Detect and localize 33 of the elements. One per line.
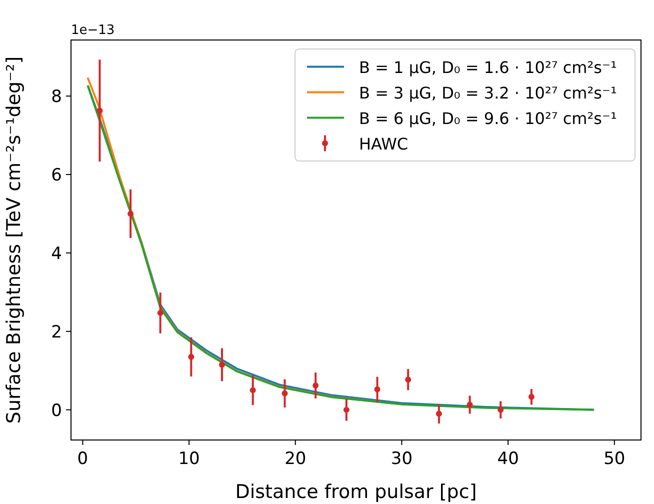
point bbox=[436, 410, 442, 417]
y-tick-label: 4 bbox=[51, 244, 62, 264]
y-tick-label: 2 bbox=[51, 322, 62, 342]
y-tick-label: 6 bbox=[51, 166, 62, 186]
point bbox=[96, 108, 103, 114]
legend-label: HAWC bbox=[359, 134, 408, 154]
point bbox=[128, 210, 134, 217]
y-tick-label: 0 bbox=[51, 400, 62, 421]
point bbox=[250, 387, 256, 394]
point bbox=[219, 362, 225, 368]
y-tick-label: 8 bbox=[51, 87, 62, 108]
legend-label: B = 1 μG, D₀ = 1.6 · 10²⁷ cm²s⁻¹ bbox=[359, 58, 617, 77]
point bbox=[405, 376, 412, 383]
point bbox=[528, 394, 534, 400]
x-tick-label: 0 bbox=[77, 449, 88, 469]
point bbox=[343, 406, 350, 413]
point bbox=[498, 406, 504, 413]
x-tick-label: 20 bbox=[284, 449, 306, 469]
y-axis-title: Surface Brightness [TeV cm⁻²s⁻¹deg⁻²] bbox=[3, 56, 25, 424]
x-tick-label: 10 bbox=[178, 449, 200, 469]
point bbox=[188, 354, 194, 360]
legend-label: B = 6 μG, D₀ = 9.6 · 10²⁷ cm²s⁻¹ bbox=[359, 108, 617, 128]
x-tick-label: 50 bbox=[604, 449, 626, 469]
x-axis-title: Distance from pulsar [pc] bbox=[235, 481, 477, 503]
point bbox=[282, 390, 288, 396]
point bbox=[312, 382, 319, 388]
x-tick-label: 30 bbox=[390, 449, 413, 469]
text: 1e−13 bbox=[71, 23, 115, 38]
legend-label: B = 3 μG, D₀ = 3.2 · 10²⁷ cm²s⁻¹ bbox=[359, 83, 617, 102]
point bbox=[374, 386, 380, 392]
x-tick-label: 40 bbox=[497, 449, 519, 469]
point bbox=[466, 402, 473, 408]
point bbox=[157, 310, 164, 316]
